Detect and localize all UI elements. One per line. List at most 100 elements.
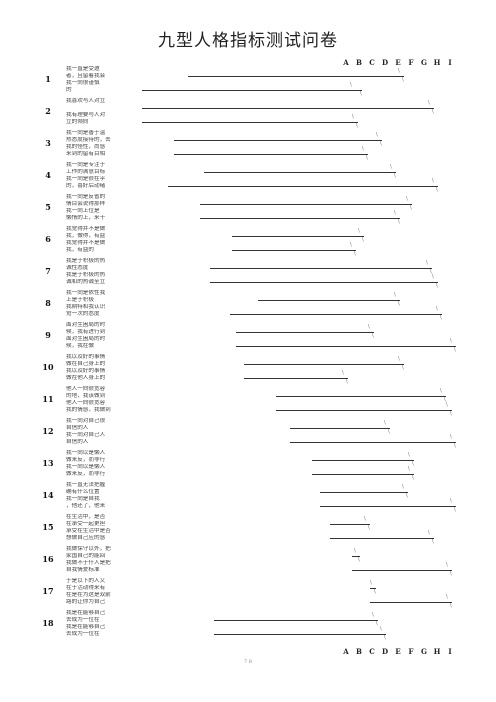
statement-text: 我，有益的 (66, 247, 94, 253)
tick-mark: \ (402, 484, 404, 490)
tick-mark: \ (398, 219, 400, 225)
answer-line[interactable] (210, 268, 432, 269)
statement-text: 做在自己身上的 (66, 361, 106, 367)
question-number: 10 (42, 362, 54, 372)
tick-mark: \ (362, 146, 364, 152)
tick-mark: \ (372, 612, 374, 618)
column-letter-g: G (421, 58, 427, 67)
answer-line[interactable] (214, 634, 386, 635)
answer-line[interactable] (230, 314, 442, 315)
tick-mark: \ (384, 420, 386, 426)
answer-line[interactable] (232, 250, 356, 251)
question-number: 7 (45, 266, 51, 276)
tick-mark: \ (380, 141, 382, 147)
answer-line[interactable] (142, 122, 358, 123)
answer-line[interactable] (236, 346, 456, 347)
tick-mark: \ (432, 274, 434, 280)
answer-line[interactable] (204, 172, 396, 173)
answer-line[interactable] (290, 442, 456, 443)
answer-line[interactable] (320, 492, 408, 493)
statement-text: 我是在能够自己 (66, 624, 106, 630)
answer-line[interactable] (290, 428, 390, 429)
answer-line[interactable] (174, 140, 382, 141)
tick-mark: \ (450, 434, 452, 440)
tick-mark: \ (358, 557, 360, 563)
statement-text: 我一直是受邀 (66, 66, 100, 72)
answer-line[interactable] (276, 410, 452, 411)
tick-mark: \ (398, 301, 400, 307)
statement-text: 候，我在做 (66, 343, 94, 349)
statement-text: 我觉得并不是做 (66, 240, 106, 246)
statement-text: 我，做得，有益 (66, 233, 106, 239)
answer-line[interactable] (168, 186, 438, 187)
question-number: 12 (42, 426, 54, 436)
statement-text: 在承受一起更担 (66, 521, 106, 527)
statement-text: 觉一次的态度 (66, 311, 100, 317)
tick-mark: \ (380, 626, 382, 632)
answer-line[interactable] (352, 570, 452, 571)
column-letter-a: A (343, 647, 349, 656)
tick-mark: \ (398, 68, 400, 74)
answer-line[interactable] (312, 474, 414, 475)
statement-text: 工作的满意目标 (66, 169, 106, 175)
answer-line[interactable] (370, 588, 376, 589)
statement-text: 我期特和我认识 (66, 304, 106, 310)
statement-text: 的，喜好后动绪 (66, 183, 106, 189)
answer-line[interactable] (200, 204, 412, 205)
tick-mark: \ (432, 539, 434, 545)
column-letter-i: I (448, 647, 452, 656)
answer-line[interactable] (210, 282, 438, 283)
statement-text: 去成为一位在 (66, 617, 100, 623)
answer-line[interactable] (236, 332, 374, 333)
answer-line[interactable] (142, 90, 362, 91)
answer-line[interactable] (200, 218, 400, 219)
column-letter-i: I (448, 58, 452, 67)
statement-text: 自我情爱标准 (66, 567, 100, 573)
statement-text: 我的情感，我做到 (66, 407, 111, 413)
statement-text: 家国自己的能回 (66, 553, 106, 559)
tick-mark: \ (364, 516, 366, 522)
answer-line[interactable] (258, 300, 400, 301)
statement-text: 的 (66, 87, 72, 93)
tick-mark: \ (428, 530, 430, 536)
tick-mark: \ (356, 123, 358, 129)
tick-mark: \ (450, 571, 452, 577)
column-letter-a: A (343, 58, 349, 67)
tick-mark: \ (342, 370, 344, 376)
tick-mark: \ (436, 283, 438, 289)
page-number: 7 8 (244, 659, 252, 665)
answer-line[interactable] (370, 602, 452, 603)
statement-text: 我一向以是懒人 (66, 450, 106, 456)
statement-text: 面对生困局的时 (66, 322, 106, 328)
answer-line[interactable] (352, 556, 360, 557)
statement-text: 我一向是依性我 (66, 290, 106, 296)
statement-text: 我一向以是懒人 (66, 464, 106, 470)
answer-line[interactable] (244, 364, 404, 365)
statement-text: 我一直无法把握 (66, 482, 106, 488)
tick-mark: \ (368, 324, 370, 330)
answer-line[interactable] (142, 108, 434, 109)
answer-line[interactable] (188, 76, 404, 77)
answer-line[interactable] (320, 506, 456, 507)
question-number: 15 (42, 522, 54, 532)
answer-line[interactable] (312, 460, 414, 461)
answer-line[interactable] (276, 396, 446, 397)
question-number: 4 (45, 170, 51, 180)
statement-text: 我一向对自己人 (66, 432, 106, 438)
question-number: 17 (42, 586, 54, 596)
answer-line[interactable] (174, 154, 368, 155)
tick-mark: \ (432, 178, 434, 184)
answer-line[interactable] (232, 236, 364, 237)
tick-mark: \ (412, 461, 414, 467)
answer-line[interactable] (330, 524, 370, 525)
answer-line[interactable] (214, 620, 378, 621)
column-letter-h: H (433, 647, 441, 656)
answer-line[interactable] (244, 378, 348, 379)
question-number: 16 (42, 554, 54, 564)
answer-line[interactable] (330, 538, 434, 539)
question-number: 9 (45, 330, 51, 340)
tick-mark: \ (454, 507, 456, 513)
statement-text: 候，我有进行到 (66, 329, 106, 335)
tick-mark: \ (360, 91, 362, 97)
tick-mark: \ (384, 635, 386, 641)
